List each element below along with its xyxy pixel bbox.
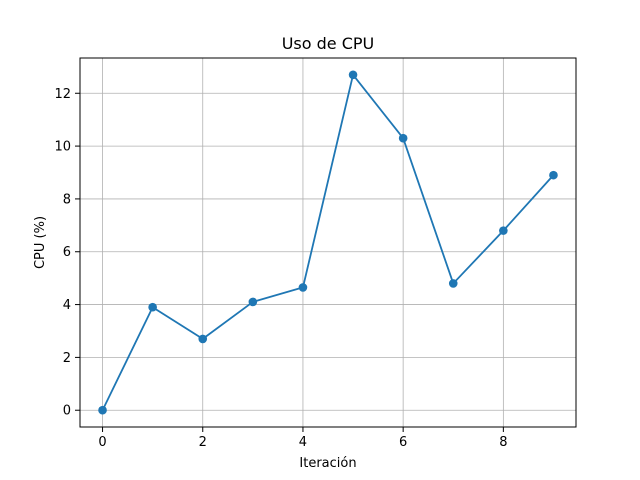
- x-tick-label: 0: [98, 435, 106, 450]
- data-point: [298, 283, 308, 292]
- series-line: [101, 73, 555, 411]
- data-point: [248, 297, 258, 307]
- plot-frame: [79, 57, 577, 428]
- x-axis-ticks: 0 2 4 6 8: [98, 427, 507, 450]
- x-tick-label: 4: [299, 435, 307, 450]
- x-tick-label: 6: [399, 435, 407, 450]
- y-tick-label: 8: [63, 192, 71, 207]
- chart-title: Uso de CPU: [282, 34, 375, 53]
- data-point: [98, 405, 107, 415]
- x-tick-label: 2: [199, 435, 207, 450]
- data-point: [198, 334, 208, 344]
- y-tick-label: 2: [63, 351, 71, 366]
- data-point: [348, 70, 358, 80]
- grid-lines: [80, 58, 576, 427]
- data-point: [549, 170, 558, 180]
- y-tick-label: 0: [63, 404, 71, 419]
- y-axis-label: CPU (%): [33, 216, 48, 269]
- y-tick-label: 12: [54, 87, 71, 102]
- x-tick-label: 8: [499, 435, 507, 450]
- data-point: [448, 279, 458, 288]
- plot-area: [80, 58, 576, 427]
- y-axis-ticks: 0 2 4 6 8 10 12: [54, 87, 80, 419]
- y-tick-label: 10: [54, 140, 71, 155]
- data-point: [398, 133, 408, 143]
- y-tick-label: 4: [63, 298, 71, 313]
- x-axis-label: Iteración: [299, 456, 356, 471]
- data-point: [148, 302, 157, 312]
- y-tick-label: 6: [63, 245, 71, 260]
- data-point: [499, 226, 508, 235]
- series-layer: [98, 70, 558, 415]
